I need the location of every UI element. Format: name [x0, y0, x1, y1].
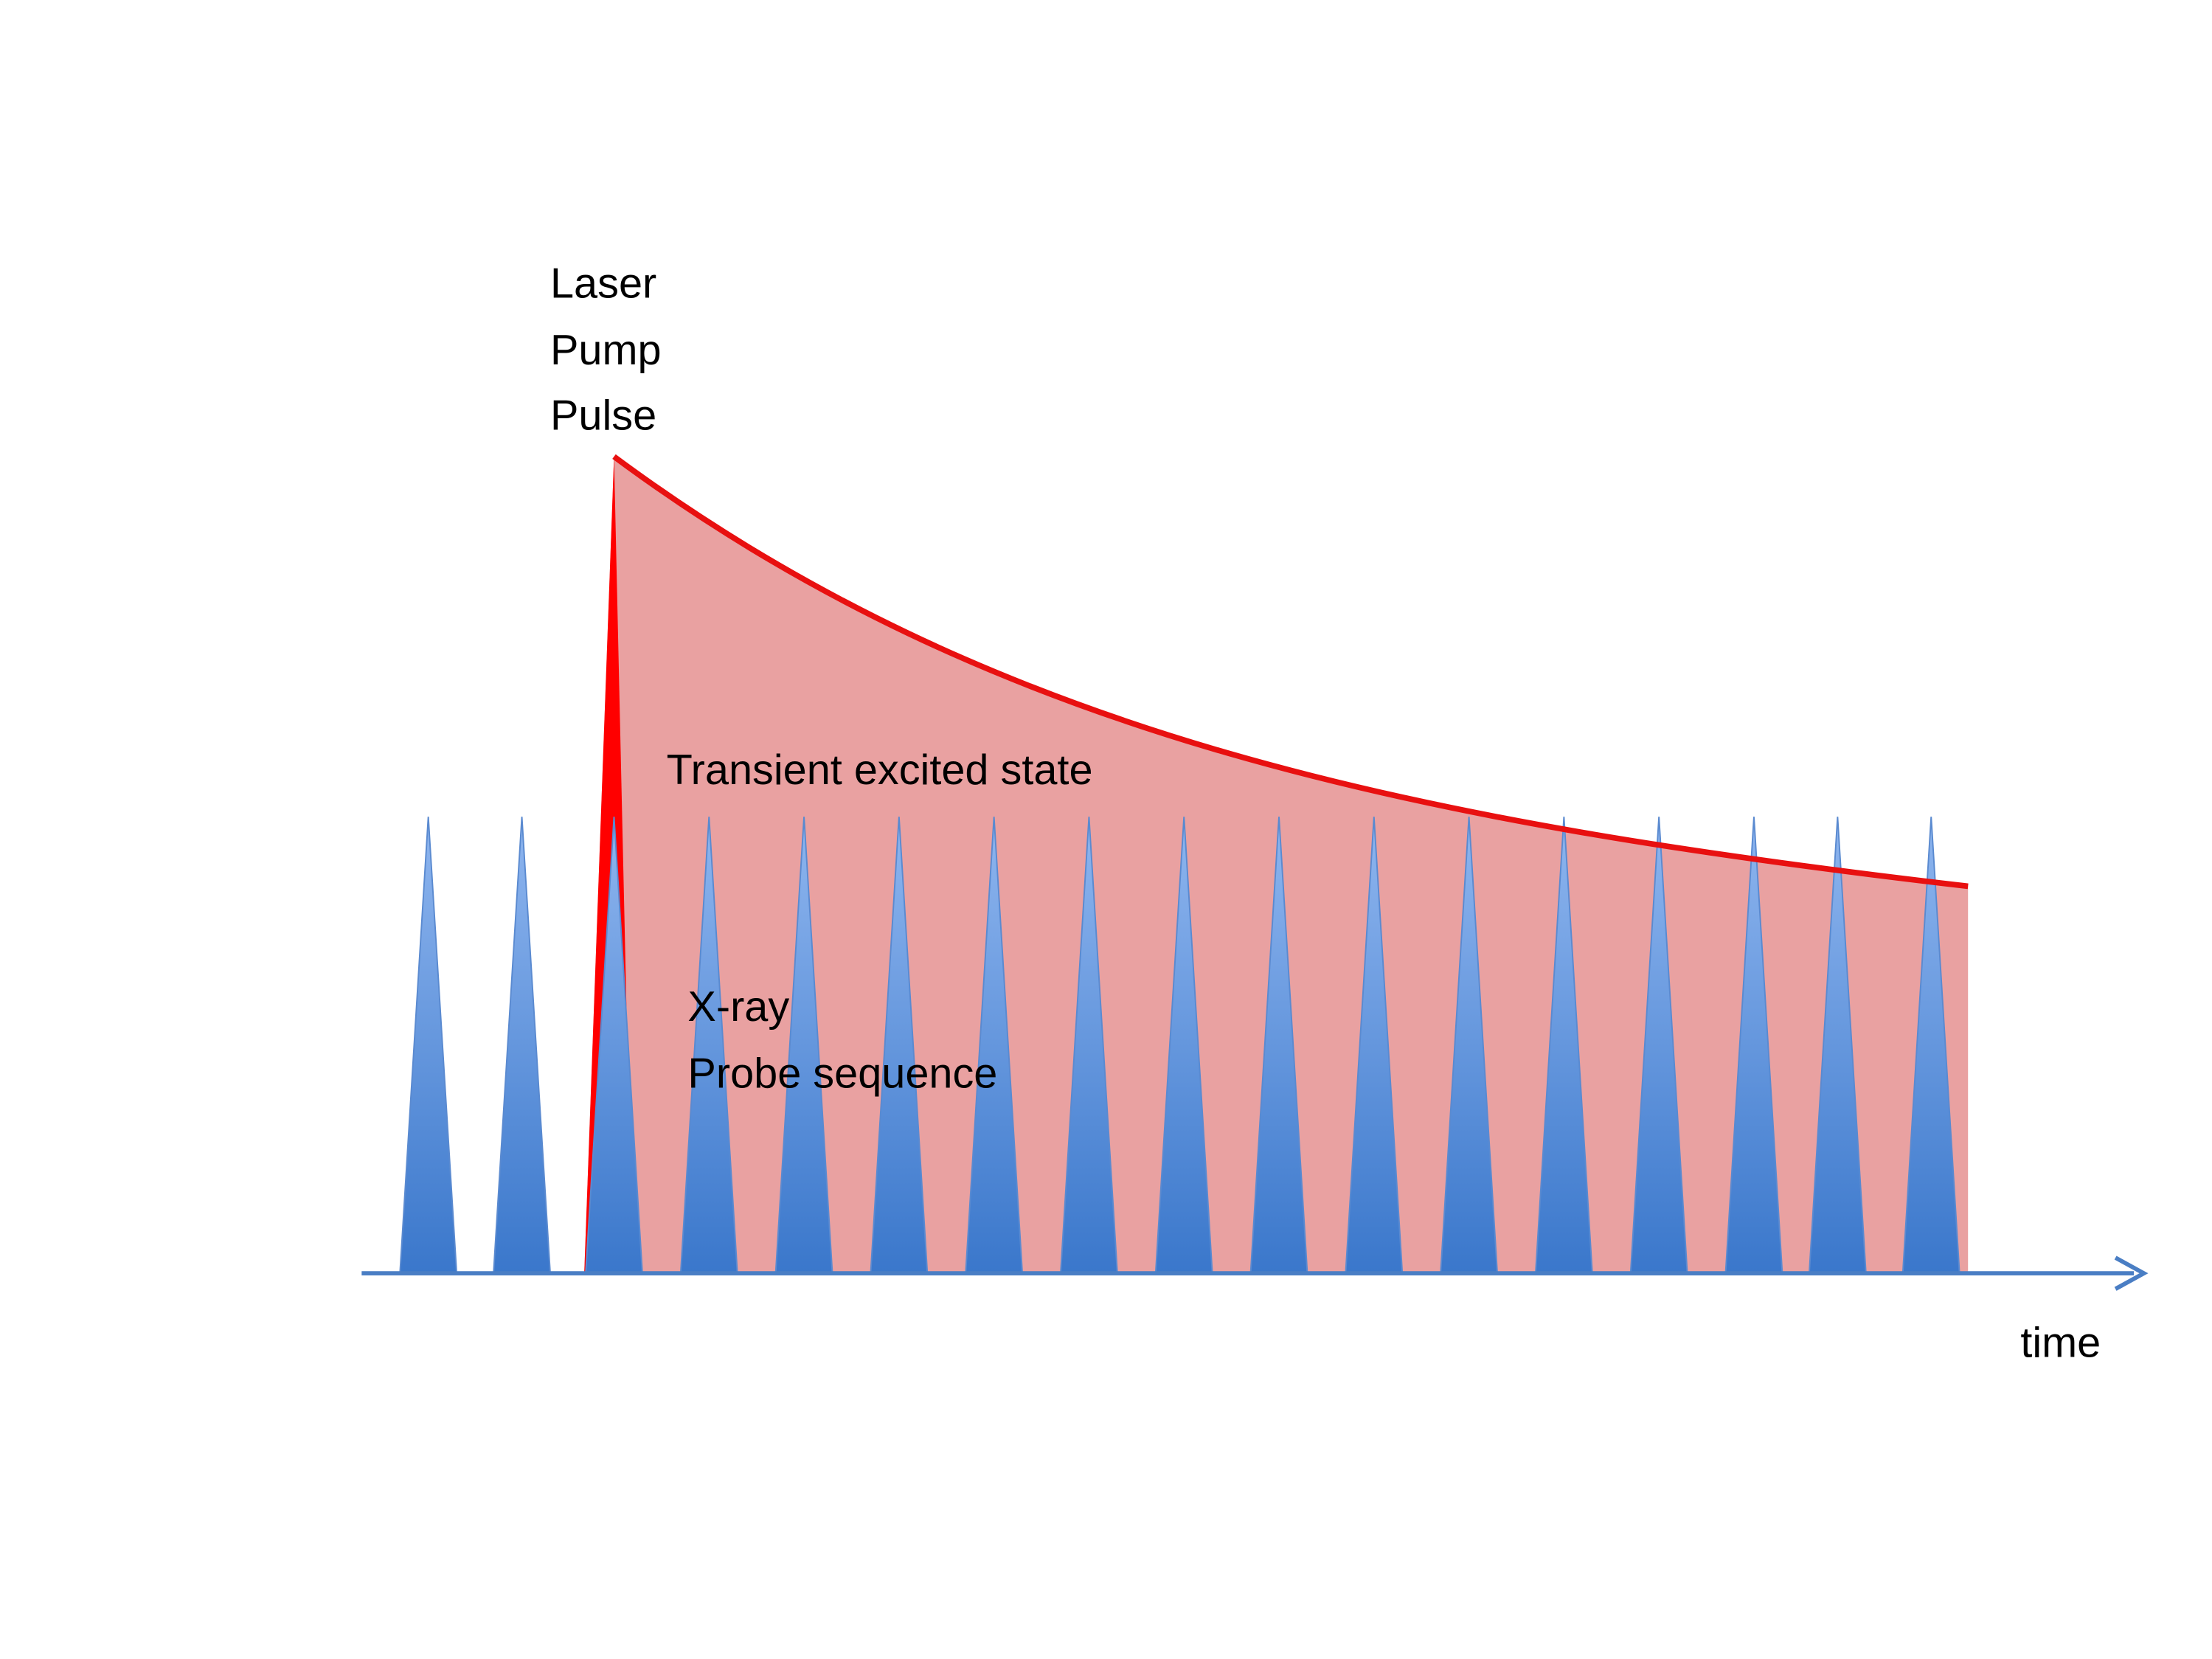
probe-label: Probe sequence [687, 1050, 997, 1097]
probe-label: X-ray [687, 983, 789, 1031]
pump-label: Pulse [550, 392, 656, 439]
axis-label: time [2020, 1320, 2101, 1367]
pump-label: Laser [550, 260, 656, 308]
probe-pulses [399, 817, 1960, 1275]
axis-arrow [2114, 1255, 2149, 1291]
decay-curve [612, 454, 1969, 890]
pump-label: Pump [550, 327, 662, 374]
state-label: Transient excited state [667, 747, 1093, 794]
